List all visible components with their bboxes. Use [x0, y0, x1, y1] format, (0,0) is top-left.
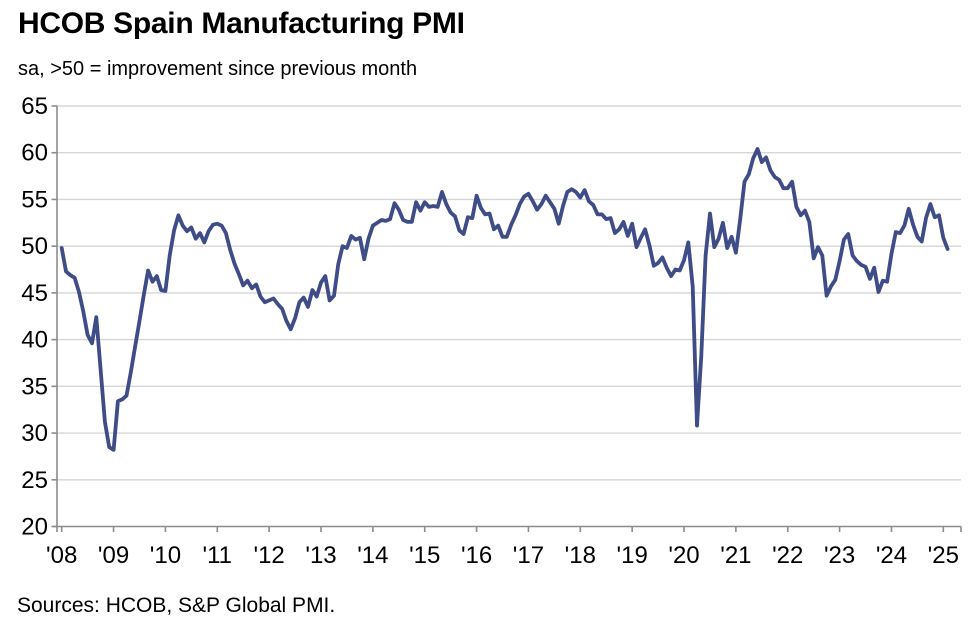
y-tick-label-45: 45 [21, 280, 48, 307]
x-tick-label-21: '21 [720, 542, 751, 569]
x-tick-label-18: '18 [565, 542, 596, 569]
x-tick-label-19: '19 [617, 542, 648, 569]
x-tick-label-22: '22 [772, 542, 803, 569]
y-tick-label-55: 55 [21, 186, 48, 213]
y-tick-label-30: 30 [21, 420, 48, 447]
x-tick-label-24: '24 [876, 542, 907, 569]
y-tick-label-40: 40 [21, 327, 48, 354]
x-tick-label-13: '13 [305, 542, 336, 569]
y-tick-label-65: 65 [21, 93, 48, 120]
y-tick-label-60: 60 [21, 140, 48, 167]
x-tick-label-08: '08 [46, 542, 77, 569]
x-tick-label-23: '23 [824, 542, 855, 569]
x-tick-label-10: '10 [150, 542, 181, 569]
x-tick-label-17: '17 [513, 542, 544, 569]
x-tick-label-11: '11 [203, 542, 233, 569]
chart-title: HCOB Spain Manufacturing PMI [18, 7, 465, 40]
y-tick-label-20: 20 [21, 514, 48, 541]
y-tick-label-50: 50 [21, 233, 48, 260]
x-tick-label-12: '12 [253, 542, 284, 569]
x-tick-label-15: '15 [409, 542, 440, 569]
chart-subtitle: sa, >50 = improvement since previous mon… [18, 58, 418, 80]
sources-note: Sources: HCOB, S&P Global PMI. [17, 594, 336, 617]
y-tick-label-35: 35 [21, 373, 48, 400]
x-tick-label-25: '25 [928, 542, 959, 569]
x-tick-label-14: '14 [357, 542, 388, 569]
pmi-series-line [59, 147, 950, 452]
x-tick-label-16: '16 [461, 542, 492, 569]
y-tick-label-25: 25 [21, 467, 48, 494]
x-tick-label-09: '09 [98, 542, 129, 569]
x-tick-label-20: '20 [668, 542, 699, 569]
